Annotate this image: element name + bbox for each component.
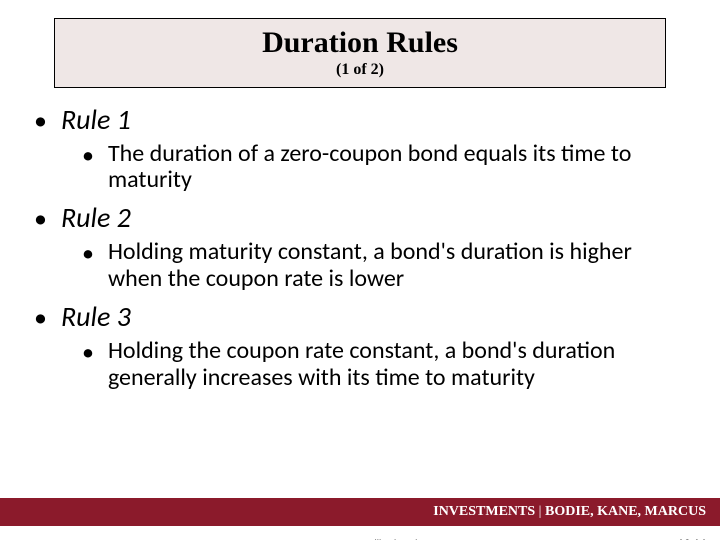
bullet-icon: • [82,141,94,171]
rule-item: • Rule 2 [34,200,692,235]
footer-text: INVESTMENTS | BODIE, KANE, MARCUS [433,504,706,520]
content-area: • Rule 1 • The duration of a zero-coupon… [28,102,692,392]
rule-item: • Rule 3 [34,299,692,334]
bullet-icon: • [34,205,47,231]
rule-detail: Holding maturity constant, a bond's dura… [108,239,684,293]
rule-label: Rule 2 [61,200,131,235]
bullet-icon: • [82,338,94,368]
rule-detail-item: • Holding maturity constant, a bond's du… [82,239,684,293]
rule-label: Rule 1 [61,102,131,137]
footer-separator: | [535,504,545,519]
slide-title: Duration Rules [55,27,665,59]
rule-detail-item: • Holding the coupon rate constant, a bo… [82,338,684,392]
book-title: INVESTMENTS [433,504,535,519]
rule-detail-item: • The duration of a zero-coupon bond equ… [82,141,684,195]
title-box: Duration Rules (1 of 2) [54,18,666,88]
slide-subtitle: (1 of 2) [55,61,665,79]
rule-detail: Holding the coupon rate constant, a bond… [108,338,684,392]
rule-detail: The duration of a zero-coupon bond equal… [108,141,684,195]
book-authors: BODIE, KANE, MARCUS [545,504,706,519]
bullet-icon: • [34,304,47,330]
bullet-icon: • [34,107,47,133]
rule-item: • Rule 1 [34,102,692,137]
bullet-icon: • [82,239,94,269]
footer-bar: INVESTMENTS | BODIE, KANE, MARCUS [0,498,720,526]
rule-label: Rule 3 [61,299,131,334]
